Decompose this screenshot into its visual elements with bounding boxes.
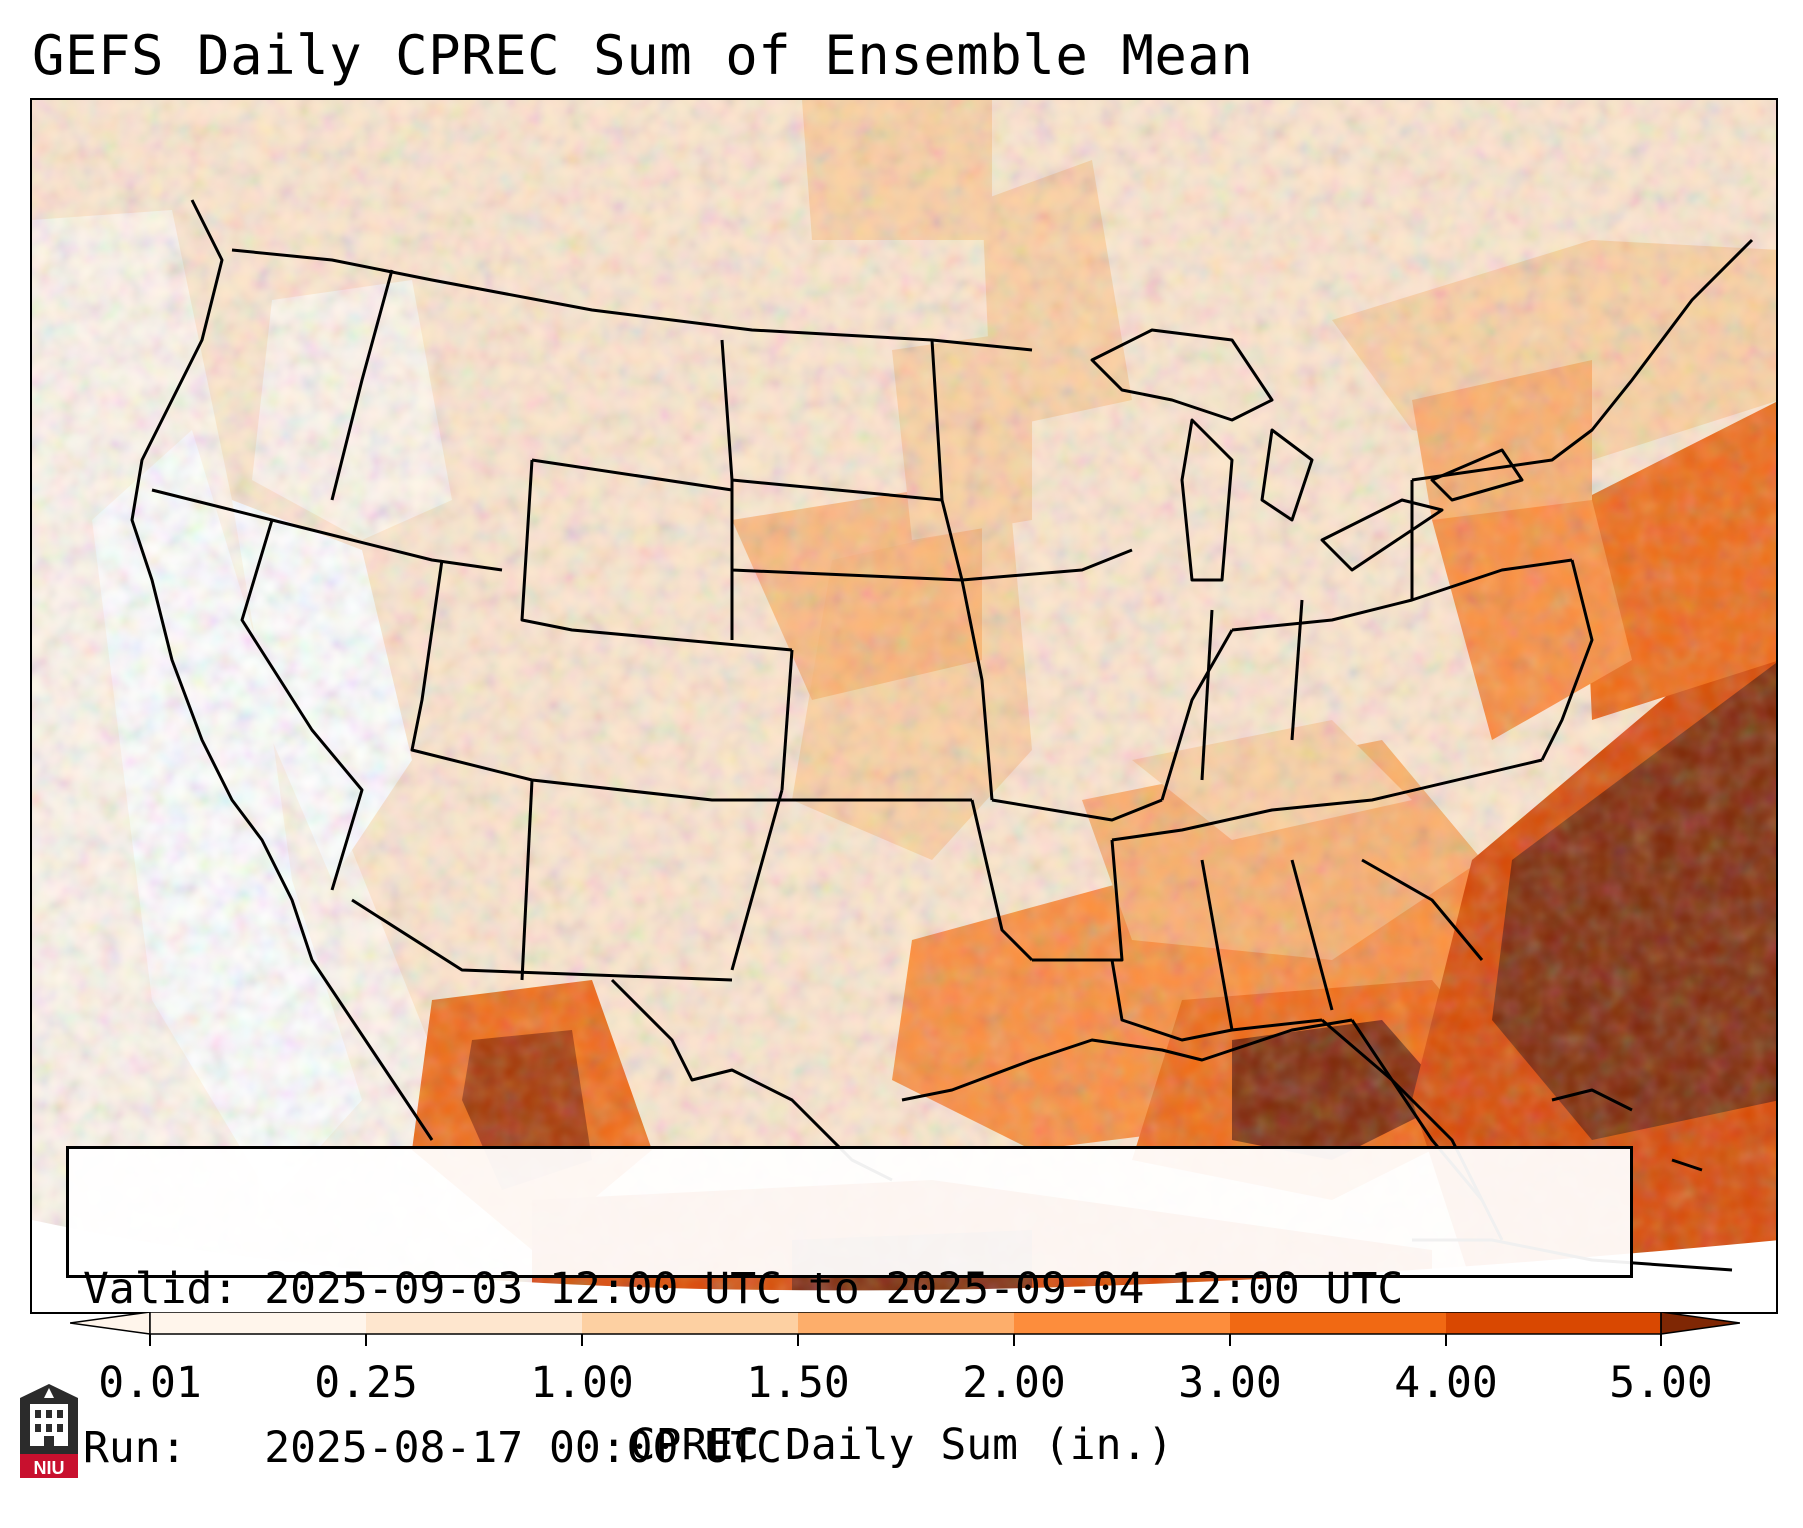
precip-map	[32, 100, 1776, 1312]
colorbar-tick-label: 2.00	[962, 1358, 1066, 1408]
map-panel	[30, 98, 1778, 1314]
colorbar	[70, 1312, 1740, 1346]
colorbar-tick-label: 1.00	[530, 1358, 634, 1408]
run-time-text: Run: 2025-08-17 00:00 UTC	[83, 1423, 782, 1473]
niu-logo: NIU	[20, 1384, 78, 1478]
valid-time-text: Valid: 2025-09-03 12:00 UTC to 2025-09-0…	[83, 1264, 1404, 1314]
logo-text: NIU	[34, 1458, 65, 1478]
state-boundaries	[130, 199, 1754, 1272]
colorbar-min-extension	[70, 1312, 151, 1335]
colorbar-title: CPREC Daily Sum (in.)	[629, 1420, 1174, 1470]
map-title: GEFS Daily CPREC Sum of Ensemble Mean	[32, 24, 1254, 87]
colorbar-tick-label: 3.00	[1178, 1358, 1282, 1408]
colorbar-tick-label: 4.00	[1394, 1358, 1498, 1408]
valid-run-box: Valid: 2025-09-03 12:00 UTC to 2025-09-0…	[66, 1146, 1633, 1473]
colorbar-tick-label: 1.50	[746, 1358, 850, 1408]
colorbar-segments	[150, 1312, 1661, 1334]
colorbar-ticks	[149, 1334, 1662, 1346]
precip-field	[32, 100, 1776, 1312]
colorbar-tick-label: 0.01	[98, 1358, 202, 1408]
colorbar-tick-label: 0.25	[314, 1358, 418, 1408]
colorbar-max-extension	[1660, 1312, 1740, 1335]
colorbar-tick-label: 5.00	[1609, 1358, 1713, 1408]
